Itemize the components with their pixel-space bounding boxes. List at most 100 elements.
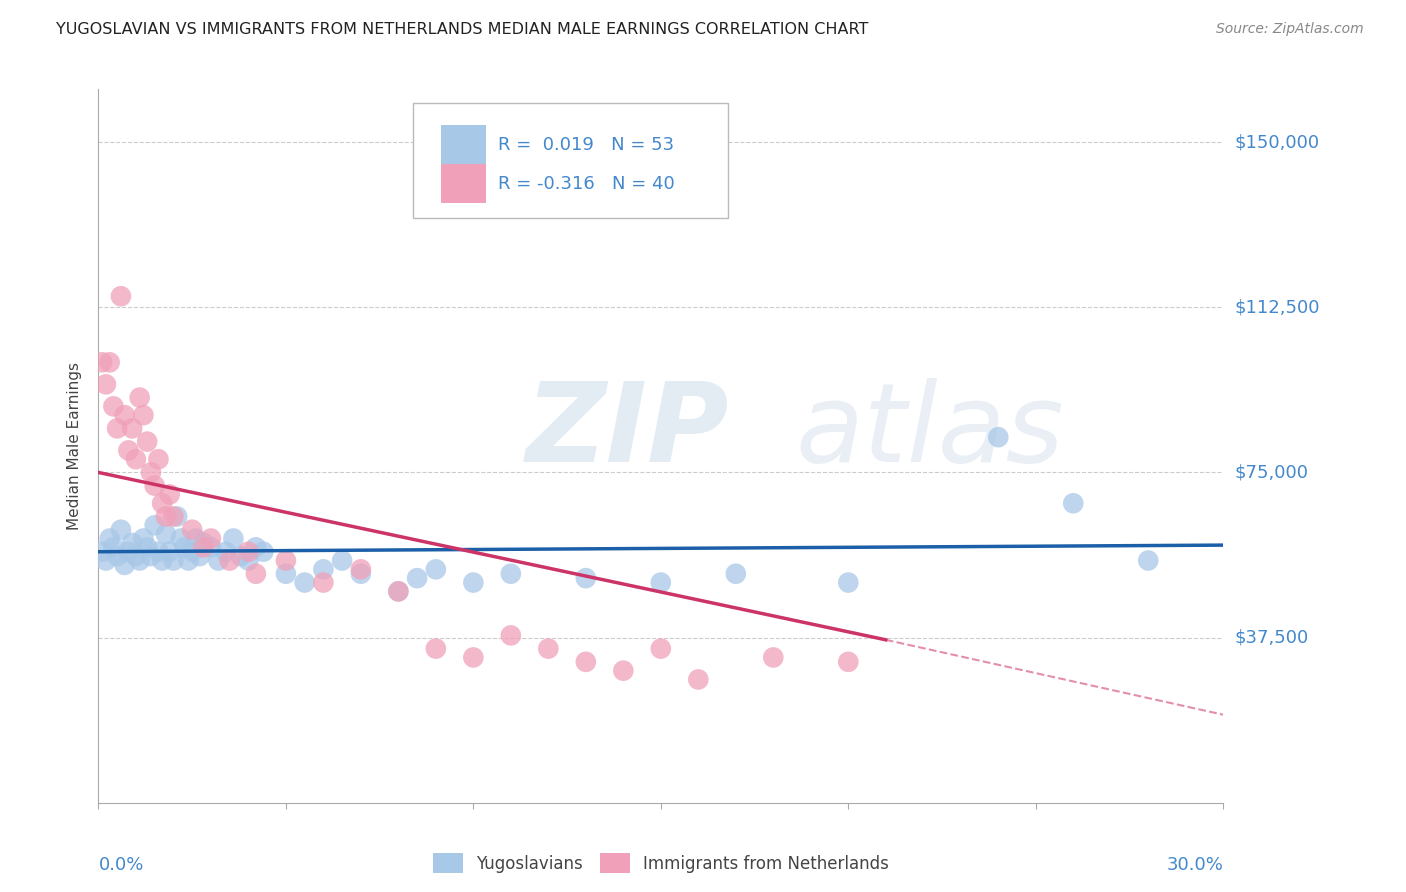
Point [837, 655, 859, 669]
Point [117, 443, 139, 458]
Point [91, 545, 114, 559]
Point [94, 377, 117, 392]
Point [139, 466, 162, 480]
Point [148, 452, 170, 467]
Point [294, 575, 316, 590]
Point [136, 541, 159, 555]
Point [173, 541, 195, 555]
Point [837, 575, 859, 590]
Point [499, 566, 522, 581]
Point [575, 571, 598, 585]
Point [222, 532, 245, 546]
Text: ZIP: ZIP [526, 378, 730, 485]
Point [612, 664, 634, 678]
Point [387, 584, 409, 599]
FancyBboxPatch shape [413, 103, 728, 218]
Point [125, 452, 148, 467]
Point [128, 391, 150, 405]
Point [121, 536, 143, 550]
Point [94, 553, 117, 567]
Point [150, 496, 173, 510]
Point [350, 562, 373, 576]
Point [143, 518, 166, 533]
Point [103, 541, 125, 555]
Y-axis label: Median Male Earnings: Median Male Earnings [67, 362, 83, 530]
Point [128, 553, 150, 567]
Point [650, 641, 672, 656]
Point [105, 549, 128, 563]
Text: R = -0.316   N = 40: R = -0.316 N = 40 [498, 175, 675, 193]
Point [987, 430, 1010, 444]
Text: 0.0%: 0.0% [98, 855, 143, 873]
Text: 30.0%: 30.0% [1167, 855, 1223, 873]
Point [330, 553, 353, 567]
Point [98, 355, 121, 369]
Point [387, 584, 409, 599]
Point [162, 553, 184, 567]
Point [143, 478, 166, 492]
Point [406, 571, 429, 585]
Point [91, 355, 114, 369]
Point [148, 545, 170, 559]
Point [463, 575, 485, 590]
Point [98, 532, 121, 546]
Point [762, 650, 785, 665]
Point [155, 509, 177, 524]
Point [425, 641, 447, 656]
Point [207, 553, 229, 567]
Point [312, 575, 335, 590]
Point [650, 575, 672, 590]
Point [274, 553, 297, 567]
Text: atlas: atlas [796, 378, 1064, 485]
Point [105, 421, 128, 435]
Point [166, 509, 188, 524]
Legend: Yugoslavians, Immigrants from Netherlands: Yugoslavians, Immigrants from Netherland… [426, 847, 896, 880]
Point [132, 532, 155, 546]
Point [150, 553, 173, 567]
Text: Source: ZipAtlas.com: Source: ZipAtlas.com [1216, 22, 1364, 37]
Point [1062, 496, 1084, 510]
Point [218, 553, 240, 567]
Point [125, 549, 148, 563]
Text: $37,500: $37,500 [1234, 629, 1309, 647]
Point [229, 549, 252, 563]
Point [200, 532, 222, 546]
Point [181, 523, 204, 537]
Point [274, 566, 297, 581]
Point [215, 545, 238, 559]
Point [184, 532, 207, 546]
Point [499, 628, 522, 642]
Point [155, 527, 177, 541]
Point [188, 549, 211, 563]
Point [159, 545, 181, 559]
FancyBboxPatch shape [441, 164, 486, 203]
Point [193, 541, 215, 555]
Point [177, 553, 200, 567]
Point [350, 566, 373, 581]
Text: R =  0.019   N = 53: R = 0.019 N = 53 [498, 136, 673, 153]
Point [121, 421, 143, 435]
Point [159, 487, 181, 501]
Point [1137, 553, 1160, 567]
Point [245, 541, 267, 555]
Point [193, 536, 215, 550]
Point [200, 541, 222, 555]
Point [170, 532, 193, 546]
Point [114, 558, 136, 572]
Point [252, 545, 274, 559]
Text: $150,000: $150,000 [1234, 133, 1319, 151]
Point [724, 566, 747, 581]
Point [103, 400, 125, 414]
Point [181, 545, 204, 559]
Point [238, 553, 260, 567]
Point [114, 408, 136, 422]
Point [238, 545, 260, 559]
Text: $75,000: $75,000 [1234, 464, 1309, 482]
Text: $112,500: $112,500 [1234, 298, 1320, 317]
Point [688, 673, 710, 687]
Point [110, 289, 132, 303]
Point [110, 523, 132, 537]
Point [463, 650, 485, 665]
Point [425, 562, 447, 576]
Text: YUGOSLAVIAN VS IMMIGRANTS FROM NETHERLANDS MEDIAN MALE EARNINGS CORRELATION CHAR: YUGOSLAVIAN VS IMMIGRANTS FROM NETHERLAN… [56, 22, 869, 37]
